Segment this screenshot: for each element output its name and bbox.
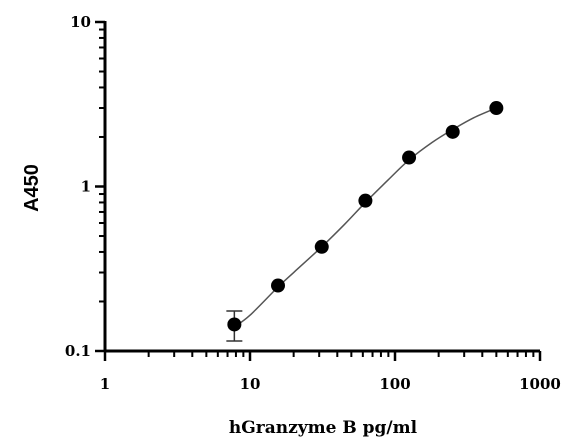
x-tick-label: 10	[240, 375, 261, 393]
x-tick-label: 1000	[519, 375, 561, 393]
y-tick-label: 10	[70, 13, 91, 31]
data-point	[227, 317, 242, 332]
y-axis-label: A450	[21, 164, 43, 212]
fit-curve-group	[233, 107, 497, 328]
data-point	[402, 150, 417, 165]
ticks: 1 10 100 1000 0.1 1 10	[65, 13, 561, 393]
data-point	[445, 124, 460, 139]
y-tick-label: 1	[81, 178, 91, 196]
data-point	[271, 278, 286, 293]
x-axis-label: hGranzyme B pg/ml	[229, 418, 418, 438]
fit-curve	[233, 107, 497, 328]
data-point	[358, 193, 373, 208]
x-tick-label: 100	[379, 375, 410, 393]
axes	[103, 21, 540, 353]
points-group	[226, 101, 504, 342]
y-tick-label: 0.1	[65, 342, 91, 360]
data-point	[489, 101, 504, 116]
data-point	[314, 239, 329, 254]
x-tick-label: 1	[100, 375, 110, 393]
